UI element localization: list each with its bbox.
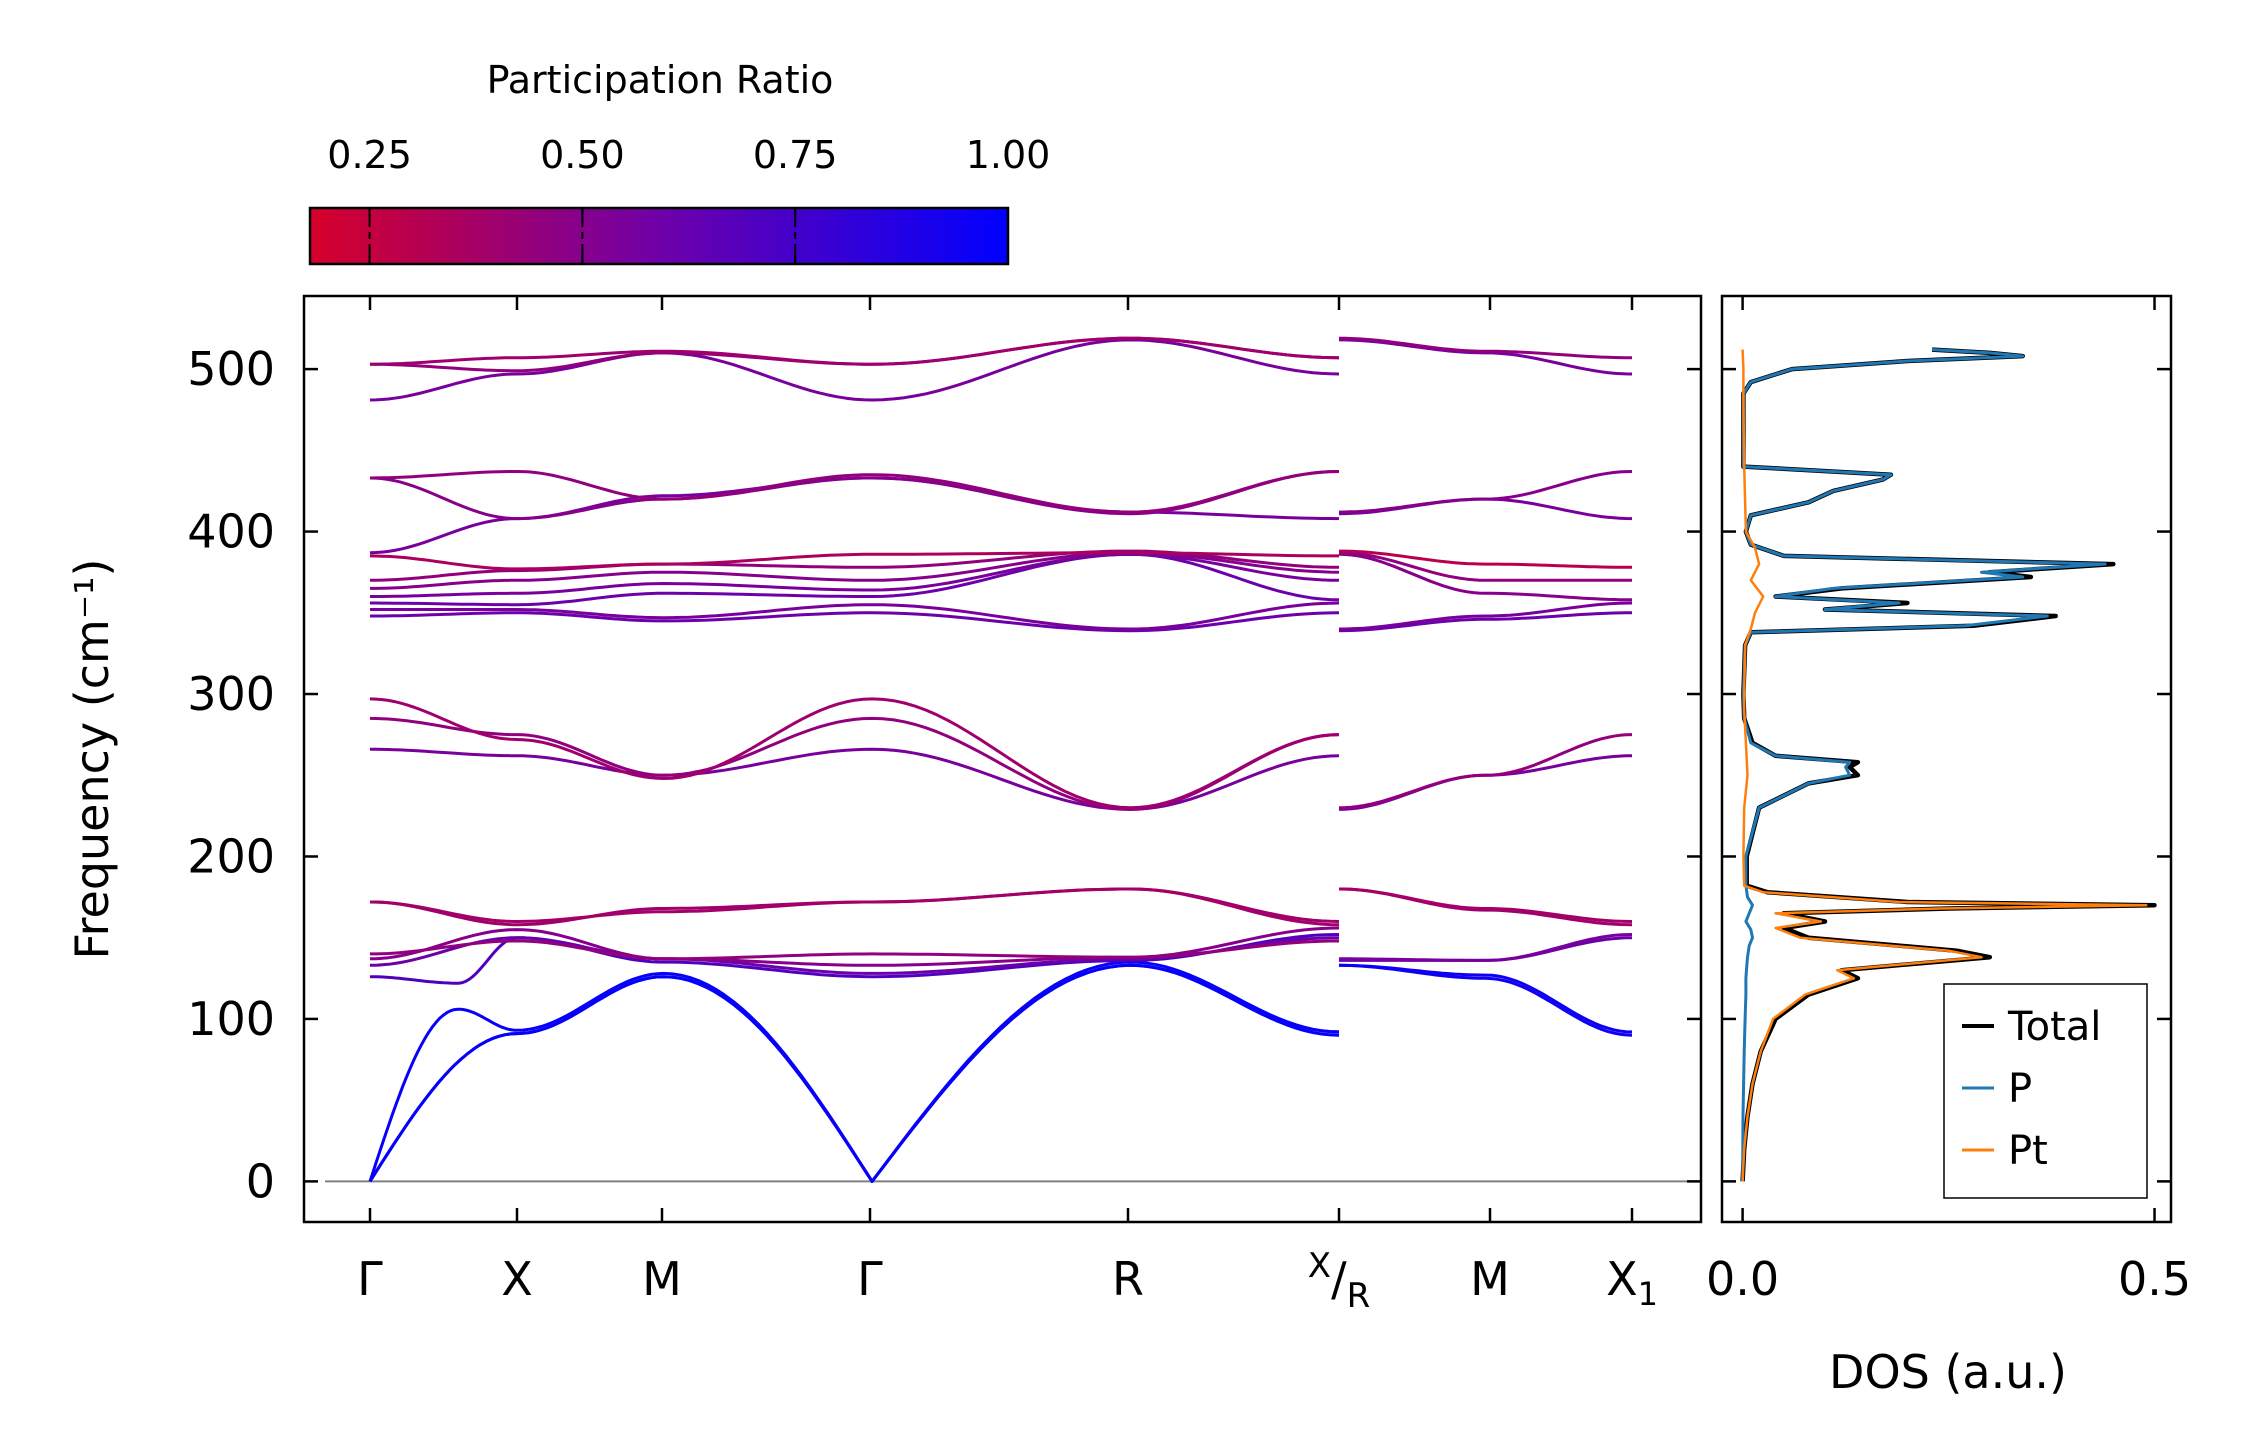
band-ytick-label: 300: [187, 667, 275, 721]
band-line: [1338, 611, 1632, 633]
band-ytick-label: 100: [187, 992, 275, 1046]
band-line: [370, 747, 1340, 811]
band-xtick-label: M: [642, 1252, 682, 1306]
band-line: [1338, 733, 1633, 810]
legend-label-p: P: [2008, 1066, 2032, 1112]
band-xtick-label: Γ: [857, 1252, 883, 1306]
dos-x-axis-label: DOS (a.u.): [1829, 1345, 2067, 1399]
band-xtick-label: X1: [1606, 1252, 1658, 1313]
label-part: /: [1331, 1252, 1347, 1306]
dos-line-pt: [1741, 349, 2148, 1182]
colorbar-title: Participation Ratio: [487, 58, 834, 102]
band-line: [369, 338, 1340, 402]
band-line: [370, 552, 1340, 598]
band-line: [1338, 551, 1632, 582]
band-line: [1339, 549, 1632, 569]
band-line: [368, 960, 1340, 1183]
band-line: [369, 936, 1340, 975]
band-ticks: [304, 296, 1701, 1222]
band-xtick-label: Γ: [357, 1252, 383, 1306]
band-line: [1338, 552, 1632, 602]
band-line: [1339, 338, 1633, 376]
legend-frame: [1943, 983, 2148, 1199]
band-line: [370, 939, 1339, 961]
dos-xtick-label: 0.5: [2118, 1252, 2191, 1306]
band-line: [369, 926, 1340, 967]
band-ytick-label: 400: [187, 505, 275, 559]
band-line: [1338, 963, 1633, 1034]
dos-panel: 0.0 0.5 DOS (a.u.) Total P Pt: [1706, 294, 2191, 1399]
band-xtick-labels: Γ X M Γ R X/R M X1: [357, 1246, 1658, 1316]
band-line: [370, 601, 1340, 631]
band-line: [370, 611, 1340, 633]
band-line: [369, 887, 1340, 927]
band-line: [370, 887, 1340, 927]
y-axis-label: Frequency (cm⁻¹): [65, 559, 119, 960]
dos-xtick-label: 0.0: [1706, 1252, 1779, 1306]
label-part: R: [1347, 1276, 1371, 1316]
band-ytick-label: 200: [187, 829, 275, 883]
colorbar-gradient: [308, 206, 1010, 266]
band-line: [368, 963, 1340, 1183]
label-part: X: [1606, 1252, 1638, 1306]
band-line: [369, 470, 1340, 521]
band-line: [369, 551, 1339, 571]
label-part: 1: [1638, 1275, 1658, 1313]
band-line: [369, 476, 1340, 555]
band-line: [1339, 601, 1633, 631]
band-line: [1338, 470, 1633, 514]
colorbar-tick-label: 0.75: [753, 133, 838, 177]
band-line: [1339, 933, 1633, 962]
colorbar: Participation Ratio 0.25 0.50 0.75 1.00: [308, 58, 1051, 266]
colorbar-tick-label: 1.00: [966, 133, 1051, 177]
band-line: [370, 336, 1340, 366]
dos-legend: Total P Pt: [1943, 983, 2148, 1199]
label-part: X: [1308, 1246, 1331, 1286]
band-ytick-label: 500: [187, 342, 275, 396]
band-line: [370, 933, 1340, 985]
dos-axes-frame: [1720, 294, 2173, 1224]
legend-label-pt: Pt: [2008, 1128, 2048, 1174]
band-line: [1339, 887, 1633, 923]
dos-lines: [1740, 347, 2157, 1182]
colorbar-tick-label: 0.50: [540, 133, 625, 177]
band-line: [368, 963, 1340, 1183]
band-axes-frame: [302, 294, 1703, 1224]
legend-label-total: Total: [2007, 1004, 2101, 1050]
band-xtick-label: M: [1470, 1252, 1510, 1306]
band-ytick-labels: 0 100 200 300 400 500: [187, 342, 275, 1208]
band-xtick-label: X: [501, 1252, 533, 1306]
band-xtick-label: R: [1112, 1252, 1144, 1306]
band-line: [1338, 336, 1632, 360]
band-line: [369, 716, 1340, 811]
band-line: [369, 697, 1340, 810]
band-xtick-label: X/R: [1308, 1246, 1370, 1316]
dos-ticks: [1722, 296, 2171, 1222]
band-line: [369, 470, 1340, 514]
band-ytick-label: 0: [246, 1154, 275, 1208]
colorbar-tick-label: 0.25: [327, 133, 412, 177]
band-lines: [368, 336, 1633, 1183]
dos-xtick-labels: 0.0 0.5: [1706, 1252, 2191, 1306]
